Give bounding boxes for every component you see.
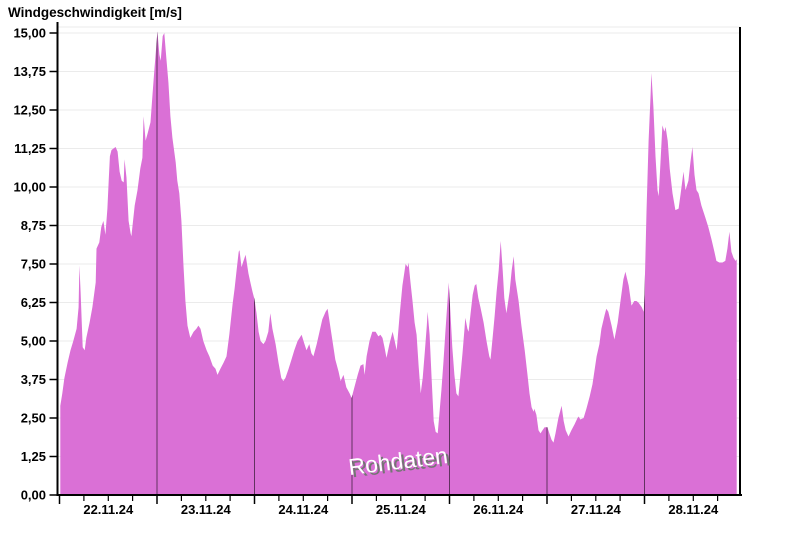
y-tick-label: 8,75 <box>21 218 46 233</box>
y-tick-label: 6,25 <box>21 295 46 310</box>
y-tick-label: 1,25 <box>21 449 46 464</box>
x-tick-label: 27.11.24 <box>571 502 622 517</box>
y-tick-label: 12,50 <box>13 103 46 118</box>
y-tick-label: 2,50 <box>21 411 46 426</box>
x-tick-label: 22.11.24 <box>83 502 134 517</box>
y-tick-label: 10,00 <box>13 180 46 195</box>
y-tick-label: 3,75 <box>21 372 46 387</box>
y-tick-label: 15,00 <box>13 26 46 41</box>
x-axis <box>56 494 742 496</box>
y-tick-label: 11,25 <box>14 141 46 156</box>
x-tick-label: 28.11.24 <box>668 502 719 517</box>
x-tick-label: 26.11.24 <box>473 502 524 517</box>
chart-title: Windgeschwindigkeit [m/s] <box>8 5 182 20</box>
plot-right-border <box>739 27 741 496</box>
y-tick-label: 13,75 <box>13 64 46 79</box>
y-tick-label: 7,50 <box>21 257 46 272</box>
y-tick-label: 0,00 <box>21 488 46 503</box>
wind-speed-area <box>60 31 737 495</box>
x-tick-label: 25.11.24 <box>376 502 427 517</box>
y-tick-label: 5,00 <box>21 334 46 349</box>
x-tick-label: 24.11.24 <box>278 502 329 517</box>
y-axis <box>56 22 59 496</box>
x-tick-label: 23.11.24 <box>181 502 232 517</box>
